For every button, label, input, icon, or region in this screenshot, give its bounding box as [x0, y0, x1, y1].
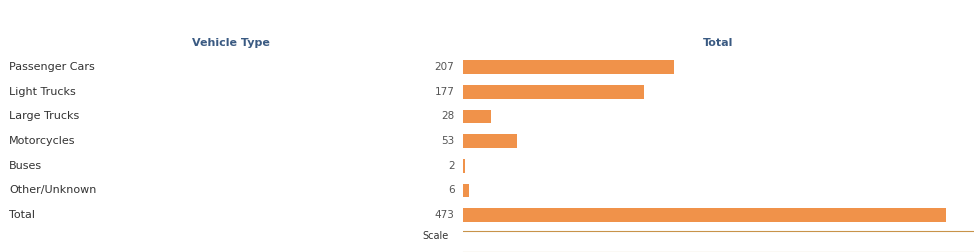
Text: Passenger Cars: Passenger Cars [10, 62, 95, 72]
Bar [463, 110, 491, 123]
Bar [463, 208, 947, 222]
Text: 28: 28 [441, 111, 455, 121]
Text: Light Trucks: Light Trucks [10, 87, 76, 97]
Text: Motorcycles: Motorcycles [10, 136, 76, 146]
Text: Scale: Scale [423, 231, 449, 241]
Bar [463, 60, 674, 74]
Bar [463, 134, 517, 148]
Text: 177: 177 [434, 87, 455, 97]
Bar [463, 184, 468, 197]
Text: 2017 Vehicles Involved in Fatal Crashes by Vehicle Type - State : Massachusetts,: 2017 Vehicles Involved in Fatal Crashes … [8, 9, 783, 22]
Text: Buses: Buses [10, 161, 43, 171]
Bar [463, 85, 644, 99]
Bar [463, 159, 465, 173]
Text: Large Trucks: Large Trucks [10, 111, 80, 121]
Text: 473: 473 [434, 210, 455, 220]
Text: 207: 207 [434, 62, 455, 72]
Text: 2: 2 [448, 161, 455, 171]
Text: 53: 53 [441, 136, 455, 146]
Text: Vehicle Type: Vehicle Type [193, 38, 270, 48]
Text: Total: Total [10, 210, 35, 220]
Text: Other/Unknown: Other/Unknown [10, 185, 96, 195]
Text: 6: 6 [448, 185, 455, 195]
Text: Total: Total [703, 38, 733, 48]
